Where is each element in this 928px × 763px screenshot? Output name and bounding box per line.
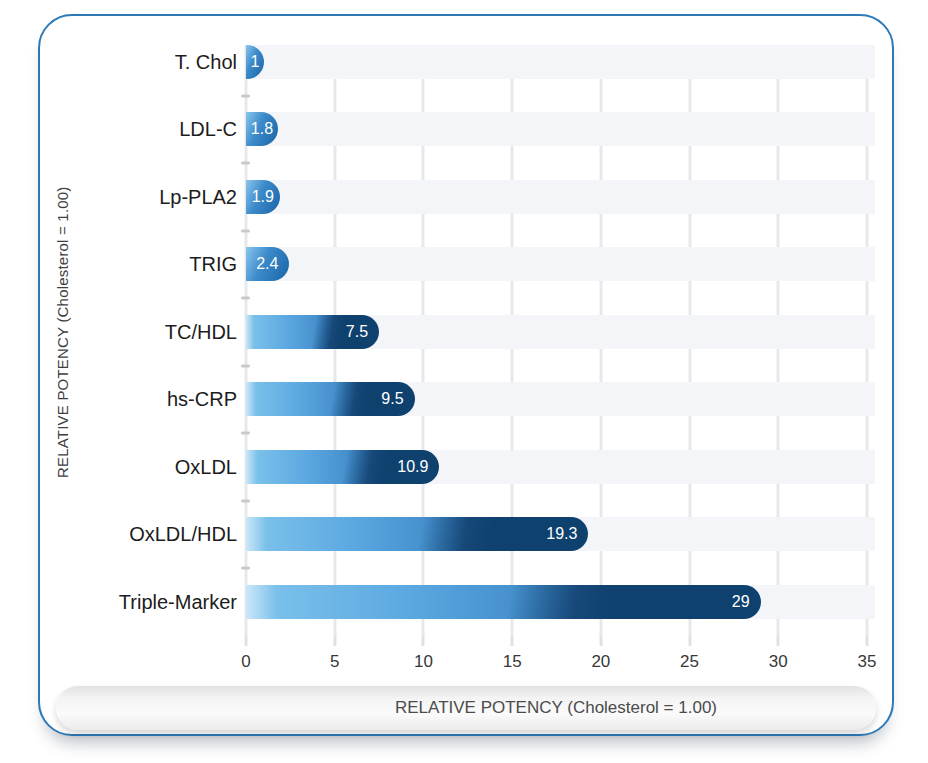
minor-tick-dash — [241, 364, 250, 367]
x-axis-title-banner: RELATIVE POTENCY (Cholesterol = 1.00) — [56, 686, 876, 730]
x-axis-tick-label: 35 — [858, 652, 877, 672]
minor-tick-dash — [241, 162, 250, 165]
axis-tick-stub — [688, 636, 691, 646]
row-band — [246, 247, 875, 281]
bar-value-label: 1.9 — [252, 189, 274, 205]
bar-row: hs-CRP9.5 — [246, 366, 867, 434]
axis-tick-stub — [599, 636, 602, 646]
bar-row: OxLDL10.9 — [246, 433, 867, 501]
axis-tick-stub — [511, 636, 514, 646]
bar-rows-layer: T. Chol1LDL-C1.8Lp-PLA21.9TRIG2.4TC/HDL7… — [246, 28, 867, 636]
category-label: OxLDL — [175, 455, 237, 478]
x-axis-tick-label: 25 — [680, 652, 699, 672]
x-axis-tick-label: 10 — [414, 652, 433, 672]
bar: 29 — [246, 585, 761, 619]
bar-value-label: 2.4 — [256, 256, 278, 272]
chart-card: RELATIVE POTENCY (Cholesterol = 1.00) T.… — [38, 14, 894, 736]
bar-row: TC/HDL7.5 — [246, 298, 867, 366]
axis-tick-stub — [333, 636, 336, 646]
bar-row: TRIG2.4 — [246, 231, 867, 299]
x-axis-title: RELATIVE POTENCY (Cholesterol = 1.00) — [395, 698, 717, 718]
bar-value-label: 9.5 — [381, 391, 403, 407]
bar-row: OxLDL/HDL19.3 — [246, 501, 867, 569]
minor-tick-dash — [241, 432, 250, 435]
category-label: Triple-Marker — [119, 590, 237, 613]
bar-value-label: 1 — [250, 54, 259, 70]
category-label: hs-CRP — [167, 388, 237, 411]
bar-row: Lp-PLA21.9 — [246, 163, 867, 231]
bar: 10.9 — [246, 450, 439, 484]
axis-tick-stub — [422, 636, 425, 646]
category-label: OxLDL/HDL — [129, 523, 237, 546]
minor-tick-dash — [241, 229, 250, 232]
bar-value-label: 1.8 — [251, 121, 273, 137]
bar-value-label: 19.3 — [546, 526, 577, 542]
bar: 9.5 — [246, 382, 415, 416]
bar: 1.9 — [246, 180, 280, 214]
category-label: T. Chol — [175, 50, 237, 73]
minor-tick-dash — [241, 297, 250, 300]
bar: 1.8 — [246, 112, 278, 146]
x-axis-tick-label: 20 — [591, 652, 610, 672]
axis-tick-stub — [777, 636, 780, 646]
row-band — [246, 45, 875, 79]
bar-row: LDL-C1.8 — [246, 96, 867, 164]
x-axis-tick-label: 0 — [241, 652, 250, 672]
row-band — [246, 180, 875, 214]
category-label: TRIG — [189, 253, 237, 276]
bar-row: Triple-Marker29 — [246, 568, 867, 636]
row-band — [246, 112, 875, 146]
plot-area: T. Chol1LDL-C1.8Lp-PLA21.9TRIG2.4TC/HDL7… — [246, 28, 867, 688]
bar-value-label: 7.5 — [346, 324, 368, 340]
x-axis-tick-labels: 05101520253035 — [246, 652, 867, 676]
axis-tick-stub — [245, 636, 248, 646]
x-axis-tick-label: 30 — [769, 652, 788, 672]
minor-tick-dash — [241, 94, 250, 97]
x-axis-tick-label: 5 — [330, 652, 339, 672]
bar-row: T. Chol1 — [246, 28, 867, 96]
bar: 7.5 — [246, 315, 379, 349]
bar: 2.4 — [246, 247, 289, 281]
category-label: Lp-PLA2 — [159, 185, 237, 208]
bar-value-label: 29 — [732, 594, 750, 610]
bar: 19.3 — [246, 517, 588, 551]
y-axis-title: RELATIVE POTENCY (Cholesterol = 1.00) — [50, 28, 74, 636]
x-axis-tick-label: 15 — [503, 652, 522, 672]
category-label: LDL-C — [179, 118, 237, 141]
minor-tick-dash — [241, 567, 250, 570]
page-background: RELATIVE POTENCY (Cholesterol = 1.00) T.… — [0, 0, 928, 763]
minor-tick-dash — [241, 499, 250, 502]
axis-tick-stubs-layer — [246, 636, 867, 646]
category-label: TC/HDL — [165, 320, 237, 343]
bar-value-label: 10.9 — [397, 459, 428, 475]
axis-tick-stub — [866, 636, 869, 646]
